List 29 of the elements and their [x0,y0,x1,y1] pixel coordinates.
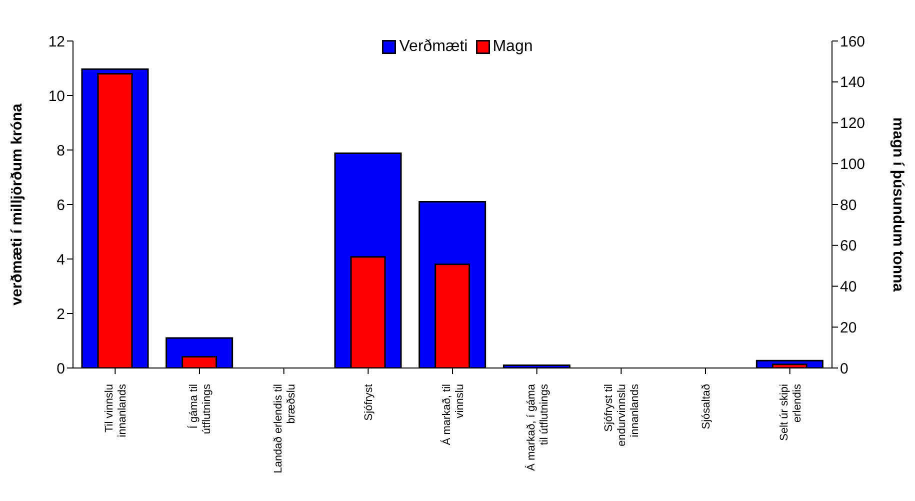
y2-tick-label: 20 [840,319,857,336]
y2-tick-label: 0 [840,360,848,378]
y2-tick-label: 80 [840,196,857,214]
y-tick-label: 2 [56,306,65,323]
y-tick-label: 6 [56,196,65,214]
x-tick-label: Á markað, til vinnslu [440,384,466,446]
y2-tick-label: 120 [840,115,866,132]
y-tick-label: 12 [48,33,65,50]
x-tick-label: Til vinnslu innanlands [104,384,129,438]
y-tick-label: 4 [56,251,65,268]
x-tick-label: Selt úr skipi erlendis [778,384,804,441]
y2-tick-label: 40 [840,278,857,296]
x-tick-label: Sjófryst til endurvinnslu innanlands [603,384,642,446]
legend-label: Magn [492,38,533,56]
x-tick-label: Á markað, í gáma til útflutnings [524,383,550,471]
legend-label: Verðmæti [399,38,468,56]
y2-axis-title: magn í þúsundum tonna [890,117,907,292]
y2-tick-label: 160 [840,33,866,50]
y2-tick-label: 60 [840,238,857,255]
y-tick-label: 8 [56,142,65,160]
y2-tick-label: 140 [840,74,866,92]
y-tick-label: 10 [48,88,65,105]
y2-tick-label: 100 [840,156,866,173]
x-tick-label: Sjófryst [363,384,376,421]
x-tick-label: Í gáma til útflutnings [187,384,213,434]
y-tick-label: 0 [56,360,65,378]
x-tick-label: Landað erlendis til bræðslu [272,384,298,474]
y-axis-title: verðmæti í milljörðum króna [8,102,26,306]
x-tick-label: Sjósaltað [700,384,712,430]
